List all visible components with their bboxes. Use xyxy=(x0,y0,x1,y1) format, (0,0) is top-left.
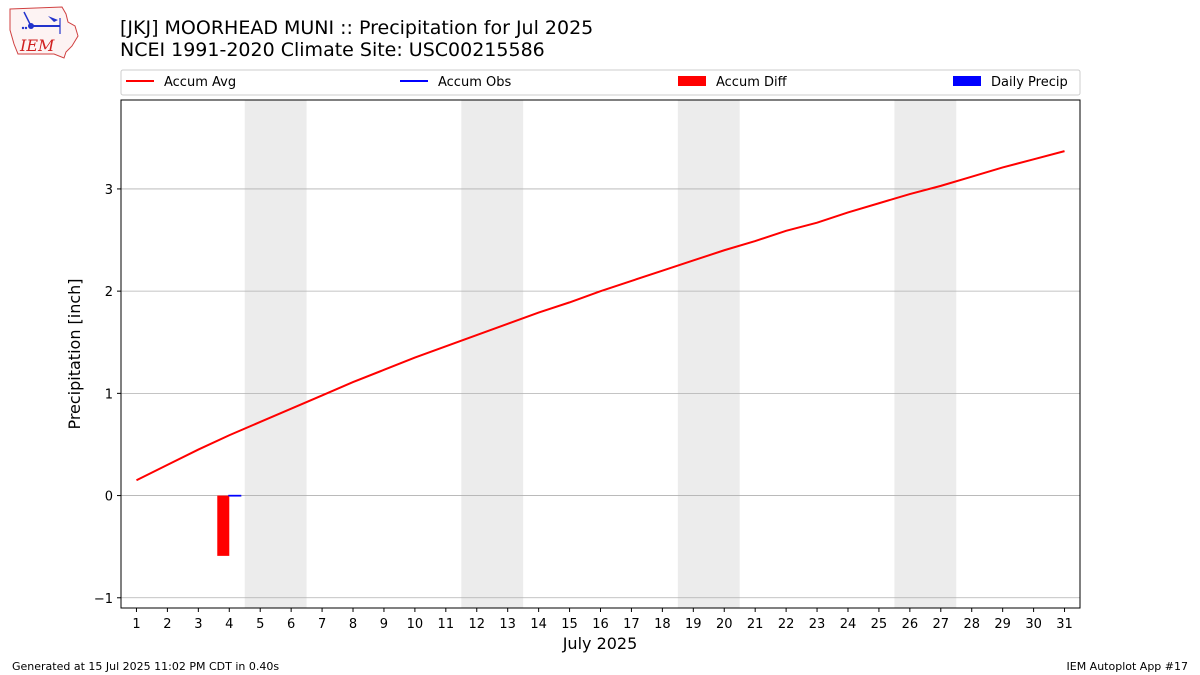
legend-label: Accum Avg xyxy=(164,75,236,90)
x-tick-label: 4 xyxy=(225,617,233,632)
x-tick-label: 2 xyxy=(163,617,171,632)
x-axis: 1 2 3 4 5 6 7 8 9 10 11 12 13 14 15 16 17 18 19 20 21 22 23 24 2… xyxy=(132,608,1073,632)
weekend-bands xyxy=(244,100,957,608)
x-tick-label: 29 xyxy=(994,617,1011,632)
legend-swatch xyxy=(678,76,706,86)
x-tick-label: 14 xyxy=(530,617,547,632)
chart-subtitle: NCEI 1991-2020 Climate Site: USC00215586 xyxy=(120,39,545,61)
x-tick-label: 9 xyxy=(380,617,388,632)
y-tick-label: 0 xyxy=(105,490,113,505)
legend-swatch xyxy=(953,76,981,86)
x-tick-label: 6 xyxy=(287,617,295,632)
x-tick-label: 10 xyxy=(407,617,424,632)
x-tick-label: 13 xyxy=(499,617,516,632)
y-tick-label: 3 xyxy=(105,183,113,198)
x-tick-label: 25 xyxy=(871,617,888,632)
legend-label: Accum Diff xyxy=(716,75,788,90)
x-tick-label: 11 xyxy=(438,617,455,632)
x-tick-label: 7 xyxy=(318,617,326,632)
x-tick-label: 23 xyxy=(809,617,826,632)
x-tick-label: 3 xyxy=(194,617,202,632)
legend-label: Daily Precip xyxy=(991,75,1068,90)
weekend-band xyxy=(894,100,957,608)
legend-label: Accum Obs xyxy=(438,75,511,90)
x-tick-label: 5 xyxy=(256,617,264,632)
bars xyxy=(217,495,242,556)
x-tick-label: 20 xyxy=(716,617,733,632)
x-tick-label: 17 xyxy=(623,617,640,632)
iem-logo-icon: IEM xyxy=(9,6,79,59)
legend: Accum Avg Accum Obs Accum Diff Daily Precip xyxy=(120,69,1081,96)
y-axis-label: Precipitation [inch] xyxy=(65,278,84,429)
x-tick-label: 18 xyxy=(654,617,671,632)
x-tick-label: 21 xyxy=(747,617,764,632)
x-tick-label: 31 xyxy=(1056,617,1073,632)
accum-avg-line xyxy=(136,150,1065,482)
x-tick-label: 28 xyxy=(963,617,980,632)
weekend-band xyxy=(677,100,740,608)
weekend-band xyxy=(244,100,307,608)
x-tick-label: 8 xyxy=(349,617,357,632)
accum-diff-bar xyxy=(217,495,230,556)
x-tick-label: 22 xyxy=(778,617,795,632)
footer-app-text: IEM Autoplot App #17 xyxy=(1066,660,1189,673)
y-tick-label: 1 xyxy=(105,387,113,402)
x-axis-label: July 2025 xyxy=(562,634,638,653)
x-tick-label: 15 xyxy=(561,617,578,632)
y-tick-label: 2 xyxy=(105,285,113,300)
x-tick-label: 26 xyxy=(902,617,919,632)
x-tick-label: 24 xyxy=(840,617,857,632)
x-tick-label: 16 xyxy=(592,617,609,632)
x-tick-label: 1 xyxy=(132,617,140,632)
x-tick-label: 27 xyxy=(933,617,950,632)
x-tick-label: 12 xyxy=(468,617,485,632)
logo-text: IEM xyxy=(19,36,55,55)
weekend-band xyxy=(461,100,524,608)
y-tick-label: −1 xyxy=(94,592,113,607)
footer-generated-text: Generated at 15 Jul 2025 11:02 PM CDT in… xyxy=(12,660,280,673)
y-axis: −1 0 1 2 3 xyxy=(94,183,121,607)
chart-title: [JKJ] MOORHEAD MUNI :: Precipitation for… xyxy=(120,17,594,39)
x-tick-label: 19 xyxy=(685,617,702,632)
series-lines xyxy=(136,150,1065,497)
x-tick-label: 30 xyxy=(1025,617,1042,632)
